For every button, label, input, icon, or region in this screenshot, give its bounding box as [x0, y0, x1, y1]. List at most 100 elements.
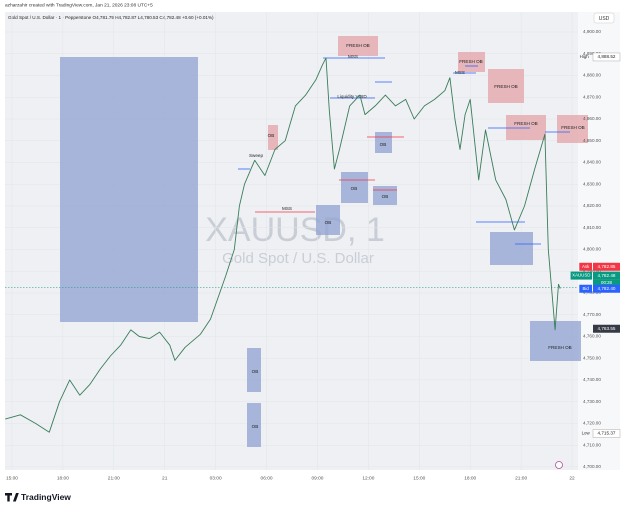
- y-tick-label: 4,900.00: [583, 29, 601, 34]
- y-tick-label: 4,790.00: [583, 268, 601, 273]
- countdown-box: [593, 279, 620, 287]
- y-tick-label: 4,780.00: [583, 290, 601, 295]
- zone-box: [247, 403, 261, 447]
- footer-logo: TradingView: [5, 492, 71, 502]
- price-tag-box: [579, 262, 592, 271]
- annotation-label: FRESH OB: [514, 121, 537, 126]
- y-tick-label: 4,830.00: [583, 181, 601, 186]
- price-label-value: 4,715.37: [598, 431, 616, 436]
- x-tick-label: 03:00: [210, 475, 222, 481]
- y-tick-label: 4,880.00: [583, 73, 601, 78]
- price-label-box: [592, 429, 621, 438]
- x-tick-label: 06:00: [261, 475, 273, 481]
- x-tick-label: 18:00: [57, 475, 69, 481]
- price-tag: High: [580, 54, 590, 59]
- y-tick-label: 4,810.00: [583, 225, 601, 230]
- price-tag-box: [570, 271, 592, 280]
- price-label-box: [592, 52, 621, 62]
- y-tick-label: 4,740.00: [583, 377, 601, 382]
- event-icon[interactable]: [555, 461, 563, 469]
- watermark-subtitle: Gold Spot / U.S. Dollar: [222, 250, 374, 267]
- price-label-box: [593, 271, 620, 280]
- price-tag: Bid: [582, 286, 589, 291]
- zone-box: [488, 69, 524, 103]
- y-tick-label: 4,710.00: [583, 442, 601, 447]
- annotation-label: FRESH OB: [346, 43, 369, 48]
- price-axis: [578, 12, 620, 470]
- price-line: [5, 57, 561, 433]
- logo-text: TradingView: [21, 492, 71, 502]
- x-tick-label: 15:00: [6, 475, 18, 481]
- x-tick-label: 21:00: [108, 475, 120, 481]
- price-tag-box: [579, 284, 592, 293]
- annotation-label: FRESH OB: [561, 125, 584, 130]
- zone-box: [490, 232, 533, 265]
- annotation-label: OB: [252, 369, 259, 374]
- price-label-value: 4,782.40: [598, 286, 616, 291]
- zone-box: [341, 172, 368, 203]
- annotation-label: Liquidity VOID: [337, 94, 367, 99]
- x-tick-label: 21: [162, 475, 168, 481]
- y-tick-label: 4,840.00: [583, 160, 601, 165]
- annotation-label: MSS: [455, 70, 465, 75]
- x-tick-label: 15:00: [413, 475, 425, 481]
- zone-box: [338, 36, 378, 56]
- zone-box: [247, 348, 261, 392]
- annotation-label: MSS: [348, 54, 358, 59]
- zone-box: [316, 205, 340, 235]
- y-tick-label: 4,750.00: [583, 355, 601, 360]
- price-tag: Ask: [582, 264, 590, 269]
- annotation-label: FRESH OB: [548, 345, 571, 350]
- x-tick-label: 12:00: [362, 475, 374, 481]
- y-tick-label: 4,760.00: [583, 334, 601, 339]
- y-tick-label: 4,700.00: [583, 464, 601, 469]
- y-tick-label: 4,890.00: [583, 51, 601, 56]
- y-tick-label: 4,800.00: [583, 247, 601, 252]
- price-tag: Low: [582, 431, 591, 436]
- annotation-label: OB: [268, 133, 275, 138]
- price-label-value: 4,888.52: [598, 54, 616, 59]
- y-tick-label: 4,870.00: [583, 94, 601, 99]
- header-text: azharzahir created with TradingView.com,…: [5, 2, 153, 8]
- y-tick-label: 4,860.00: [583, 116, 601, 121]
- currency-label[interactable]: USD: [599, 16, 610, 22]
- x-tick-label: 22: [569, 475, 575, 481]
- annotation-label: OB: [351, 186, 358, 191]
- zone-box: [506, 115, 546, 140]
- y-tick-label: 4,850.00: [583, 138, 601, 143]
- y-tick-label: 4,720.00: [583, 421, 601, 426]
- zone-box: [373, 186, 397, 205]
- annotation-label: OB: [252, 424, 259, 429]
- price-label-value: 4,782.48: [598, 273, 616, 278]
- countdown: 00:28: [601, 280, 613, 285]
- zone-box: [268, 125, 278, 150]
- price-label-value: 4,763.55: [598, 326, 616, 331]
- y-tick-label: 4,820.00: [583, 203, 601, 208]
- annotation-label: OB: [382, 194, 389, 199]
- legend-text: Gold Spot / U.S. Dollar · 1 · Pepperston…: [8, 15, 214, 20]
- x-tick-label: 18:00: [464, 475, 476, 481]
- annotation-label: MSS: [282, 206, 292, 211]
- annotation-label: FRESH OB: [494, 84, 517, 89]
- x-tick-label: 09:00: [311, 475, 323, 481]
- annotation-label: OB: [380, 142, 387, 147]
- price-label-box: [593, 262, 620, 271]
- price-label-box: [593, 284, 620, 293]
- x-tick-label: 21:00: [515, 475, 527, 481]
- zone-box: [557, 115, 588, 143]
- zone-box: [60, 57, 198, 322]
- price-label-value: 4,782.85: [598, 264, 616, 269]
- annotation-label: OB: [325, 220, 332, 225]
- currency-button[interactable]: [593, 12, 615, 24]
- zone-box: [458, 52, 485, 72]
- watermark: XAUUSD, 1: [205, 211, 385, 249]
- annotation-label: FRESH OB: [459, 59, 482, 64]
- annotation-label: Sweep: [249, 153, 263, 158]
- y-tick-label: 4,770.00: [583, 312, 601, 317]
- logo-icon: [5, 493, 19, 502]
- y-tick-label: 4,730.00: [583, 399, 601, 404]
- price-tag: XAUUSD: [572, 273, 590, 278]
- plot-layer: [5, 12, 588, 470]
